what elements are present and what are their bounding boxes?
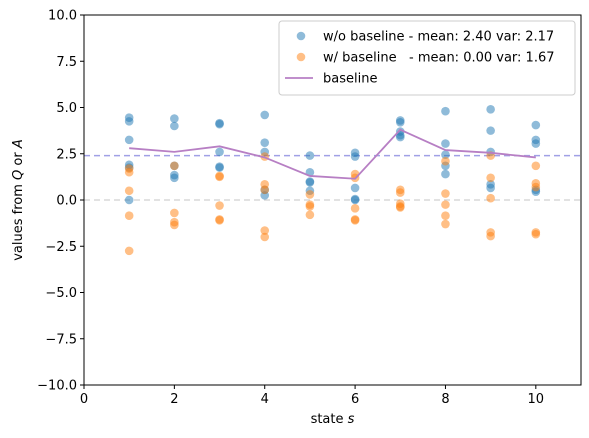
series-1-point-10 [215,172,224,182]
series-0-point-35 [395,132,405,142]
series-1-point-43 [531,161,541,171]
series-1-point-4 [124,246,134,256]
series-1-point-34 [441,189,450,198]
x-tick-label: 4 [261,392,269,407]
series-0-point-16 [260,110,270,120]
series-0-point-7 [170,121,179,131]
series-1-point-42 [486,231,495,241]
y-tick-label: 2.5 [56,147,77,162]
series-0-point-12 [215,119,224,129]
y-tick-label: 5.0 [56,101,77,116]
series-1-point-13 [215,216,224,225]
series-0-point-27 [350,152,360,161]
series-1-point-5 [170,161,179,171]
series-1-point-8 [170,220,179,230]
series-0-point-40 [441,169,450,179]
series-0-point-42 [486,126,495,135]
y-tick-label: −7.5 [45,332,77,347]
series-1-point-45 [531,182,541,192]
legend-box [278,20,576,96]
x-tick-label: 8 [441,392,449,407]
legend-label-1: w/ baseline - mean: 0.00 var: 1.67 [323,51,555,66]
series-1-point-3 [124,211,134,221]
series-1-point-18 [260,232,270,242]
series-0-point-32 [395,118,405,127]
series-1-point-47 [531,229,541,239]
y-axis: −10.0 −7.5 −5.0 −2.5 0.0 2.5 5.0 7.5 10.0 [37,9,84,394]
series-1-point-40 [486,193,495,203]
series-0-point-2 [124,135,134,145]
series-1-point-39 [486,173,495,183]
y-tick-label: 10.0 [48,9,77,24]
series-0-point-37 [441,139,450,148]
y-tick-label: 0.0 [56,194,77,209]
series-2-line [129,128,536,180]
series-0-point-24 [305,178,315,187]
series-1-point-35 [441,200,450,209]
series-0-point-17 [260,138,270,147]
series-1-point-27 [350,216,360,225]
series-0-point-1 [124,117,134,126]
x-tick-label: 6 [351,392,359,407]
y-tick-label: −2.5 [45,240,77,255]
series-1-point-25 [350,204,360,213]
series-0-point-36 [441,106,450,116]
series-1-point-22 [305,210,315,220]
series-0-point-41 [486,105,495,114]
series-0-point-46 [531,120,541,130]
series-0-point-5 [124,195,134,205]
series-0-point-10 [170,173,179,183]
series-1-point-1 [124,167,134,177]
series-0-point-13 [215,147,224,157]
legend-label-2: baseline [323,72,377,87]
series-1-point-6 [170,208,179,218]
series-0-point-30 [350,195,360,205]
series-0-point-28 [350,183,360,193]
series-0-point-48 [531,139,541,148]
series-1-point-29 [395,188,405,197]
legend-marker-0 [296,31,306,41]
legend-marker-1 [296,52,306,62]
series-0-point-38 [441,150,450,159]
series-1-point-32 [395,203,405,212]
series-1-point-33 [441,156,450,166]
series-1-point-17 [260,226,270,235]
series-0-point-21 [305,151,315,160]
series-1-point-16 [260,185,270,195]
series-1-point-36 [441,211,450,221]
series-0-point-6 [170,114,179,123]
series-1-point-19 [305,190,315,199]
x-axis-label: state s [311,412,355,427]
series-1-point-21 [305,202,315,211]
series-0-point-45 [486,183,495,193]
x-axis: 0 2 4 6 8 10 [80,385,544,407]
legend-label-0: w/o baseline - mean: 2.40 var: 2.17 [323,30,554,45]
x-tick-label: 10 [528,392,545,407]
reference-lines [84,154,581,201]
y-axis-label: values from Q or A [11,139,26,261]
series-1-point-11 [215,201,224,210]
series-1-point-2 [124,186,134,196]
x-tick-label: 2 [170,392,178,407]
series-layer [124,105,541,256]
series-1-point-37 [441,219,450,229]
y-tick-label: 7.5 [56,55,77,70]
y-tick-label: −10.0 [37,379,77,394]
legend: w/o baseline - mean: 2.40 var: 2.17 w/ ba… [278,20,576,96]
series-0-point-15 [215,163,224,172]
y-tick-label: −5.0 [45,286,77,301]
x-tick-label: 0 [80,392,88,407]
